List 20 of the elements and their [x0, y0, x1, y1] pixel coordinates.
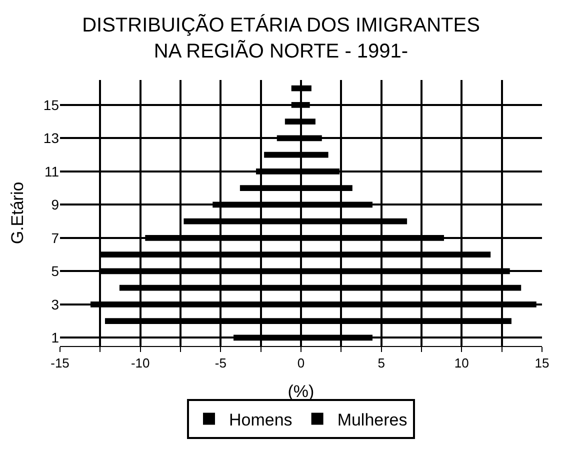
- x-tick-label: 0: [297, 356, 305, 371]
- y-tick-label: 5: [51, 263, 60, 280]
- x-tick-label: -5: [214, 356, 226, 371]
- x-tick-label: -10: [130, 356, 150, 371]
- legend-label: Mulheres: [337, 410, 408, 430]
- x-tick-label: 15: [534, 356, 550, 371]
- x-tick-label: 10: [454, 356, 469, 371]
- y-tick-label: 3: [51, 296, 60, 312]
- y-tick-label: 11: [44, 163, 60, 180]
- y-tick-label: 13: [43, 130, 60, 146]
- y-axis-title: G.Etário: [8, 182, 27, 244]
- y-tick-label: 15: [43, 96, 60, 113]
- x-axis-title: (%): [288, 382, 314, 401]
- chart-title: DISTRIBUIÇÃO ETÁRIA DOS IMIGRANTES NA REGIÃO NORTE - 1991-: [82, 14, 480, 63]
- y-tick-label: 7: [51, 230, 60, 246]
- legend-label: Homens: [229, 410, 292, 430]
- y-tick-label: 9: [51, 196, 60, 213]
- x-tick-label: -15: [50, 356, 70, 371]
- y-tick-label: 1: [51, 330, 60, 346]
- x-tick-label: 5: [378, 356, 385, 371]
